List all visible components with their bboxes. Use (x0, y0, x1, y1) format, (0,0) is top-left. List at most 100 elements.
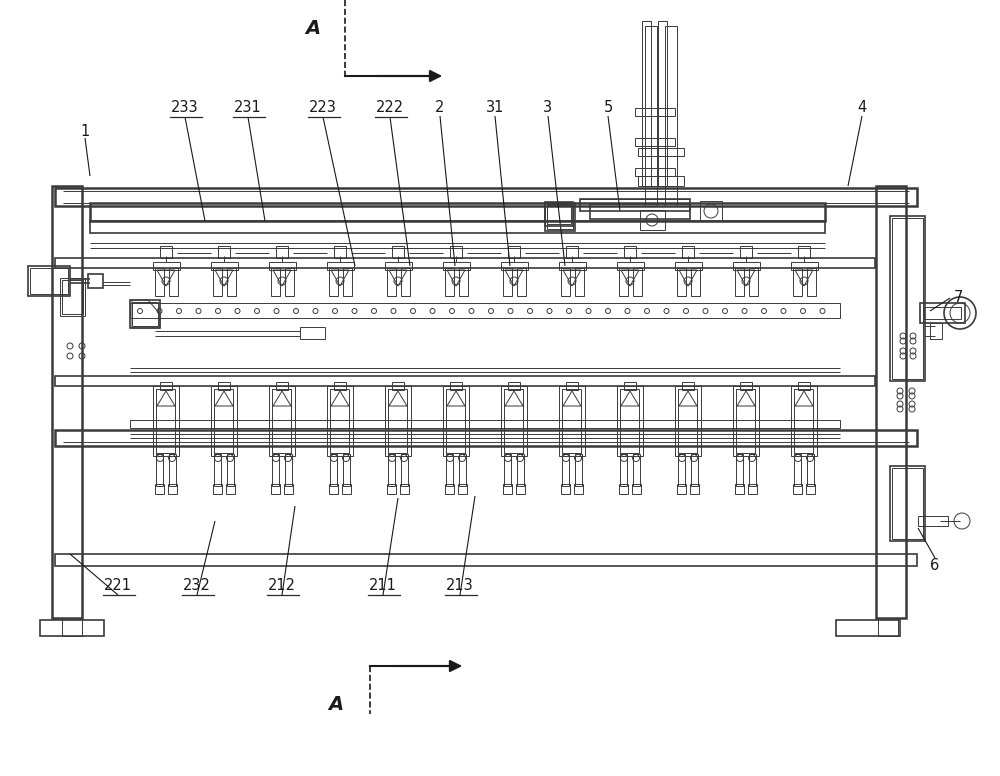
Bar (580, 199, 690, 211)
Bar (327, 386, 353, 456)
Bar (284, 484, 293, 494)
Bar (276, 246, 288, 258)
Bar (749, 454, 756, 486)
Bar (619, 484, 628, 494)
Bar (155, 484, 164, 494)
Bar (271, 484, 280, 494)
Bar (269, 386, 295, 456)
Bar (156, 454, 163, 486)
Bar (459, 454, 466, 486)
Bar (733, 262, 760, 270)
Bar (160, 246, 172, 258)
Bar (285, 268, 294, 296)
Bar (168, 484, 177, 494)
Bar (736, 389, 755, 453)
Bar (624, 246, 636, 258)
Bar (330, 454, 337, 486)
Bar (55, 376, 875, 386)
Bar (794, 389, 813, 453)
Bar (329, 484, 338, 494)
Bar (678, 389, 697, 453)
Bar (508, 382, 520, 390)
Bar (130, 420, 840, 428)
Bar (401, 268, 410, 296)
Bar (327, 262, 354, 270)
Bar (334, 246, 346, 258)
Bar (400, 484, 409, 494)
Bar (678, 454, 685, 486)
Text: 1: 1 (80, 123, 90, 138)
Bar (227, 454, 234, 486)
Text: 211: 211 (369, 578, 397, 594)
Bar (501, 262, 528, 270)
Bar (516, 484, 525, 494)
Bar (836, 620, 900, 636)
Bar (748, 484, 757, 494)
Text: 233: 233 (171, 101, 199, 116)
Bar (218, 246, 230, 258)
Bar (52, 186, 82, 618)
Bar (329, 268, 338, 296)
Bar (300, 327, 325, 339)
Bar (562, 389, 581, 453)
Bar (559, 262, 586, 270)
Bar (658, 21, 667, 186)
Bar (445, 268, 454, 296)
Bar (749, 268, 758, 296)
Bar (638, 148, 684, 156)
Bar (55, 188, 917, 206)
Bar (918, 516, 948, 526)
Bar (920, 303, 965, 323)
Bar (169, 268, 178, 296)
Bar (675, 262, 702, 270)
Bar (890, 466, 925, 541)
Bar (285, 454, 292, 486)
Bar (733, 386, 759, 456)
Bar (153, 262, 180, 270)
Bar (632, 484, 641, 494)
Bar (691, 268, 700, 296)
Bar (793, 268, 802, 296)
Bar (575, 268, 584, 296)
Bar (517, 268, 526, 296)
Bar (807, 268, 816, 296)
Bar (561, 268, 570, 296)
Bar (153, 386, 179, 456)
Bar (401, 454, 408, 486)
Bar (443, 262, 470, 270)
Bar (575, 454, 582, 486)
Bar (691, 454, 698, 486)
Bar (677, 268, 686, 296)
Bar (665, 26, 677, 206)
Bar (794, 454, 801, 486)
Bar (635, 108, 675, 116)
Bar (28, 266, 70, 296)
Bar (272, 389, 291, 453)
Bar (547, 205, 573, 229)
Bar (545, 202, 573, 226)
Bar (392, 382, 404, 390)
Bar (545, 203, 575, 231)
Bar (132, 302, 158, 326)
Bar (924, 307, 961, 319)
Bar (930, 323, 942, 339)
Bar (798, 382, 810, 390)
Bar (878, 618, 898, 636)
Bar (443, 386, 469, 456)
Bar (458, 484, 467, 494)
Bar (566, 382, 578, 390)
Bar (387, 484, 396, 494)
Bar (269, 262, 296, 270)
Bar (682, 246, 694, 258)
Bar (130, 300, 160, 328)
Bar (272, 454, 279, 486)
Bar (619, 268, 628, 296)
Bar (227, 268, 236, 296)
Bar (330, 389, 349, 453)
Text: 2: 2 (435, 101, 445, 116)
Text: 221: 221 (104, 578, 132, 594)
Bar (508, 246, 520, 258)
Bar (620, 454, 627, 486)
Bar (450, 382, 462, 390)
Bar (793, 484, 802, 494)
